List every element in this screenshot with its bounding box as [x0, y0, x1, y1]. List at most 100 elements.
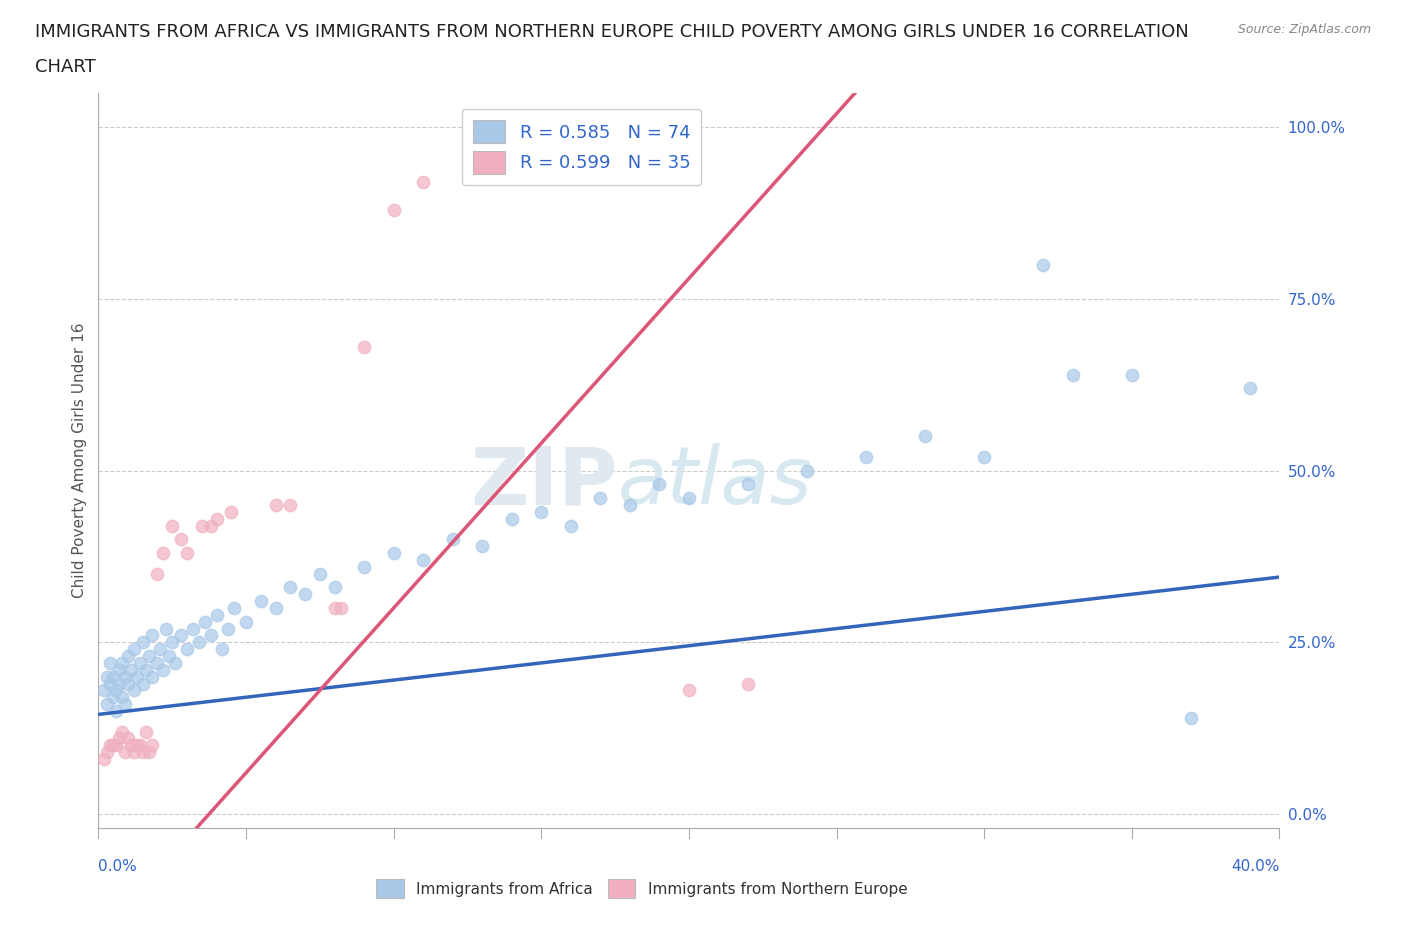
Point — [155, 621, 177, 636]
Point — [205, 512, 228, 526]
Point — [589, 491, 612, 506]
Text: 0.0%: 0.0% — [98, 858, 138, 873]
Point — [122, 683, 145, 698]
Point — [737, 676, 759, 691]
Point — [98, 676, 121, 691]
Point — [157, 648, 180, 663]
Point — [96, 745, 118, 760]
Point — [278, 580, 302, 595]
Point — [152, 546, 174, 561]
Point — [111, 724, 134, 739]
Point — [412, 552, 434, 567]
Point — [219, 504, 242, 519]
Point — [125, 737, 148, 752]
Text: Source: ZipAtlas.com: Source: ZipAtlas.com — [1237, 23, 1371, 36]
Point — [264, 601, 287, 616]
Point — [108, 731, 131, 746]
Point — [187, 635, 209, 650]
Point — [135, 724, 157, 739]
Point — [120, 662, 142, 677]
Point — [737, 477, 759, 492]
Point — [678, 683, 700, 698]
Point — [294, 587, 316, 602]
Point — [1121, 367, 1143, 382]
Point — [162, 635, 183, 650]
Point — [141, 737, 163, 752]
Point — [1180, 711, 1202, 725]
Point — [120, 737, 142, 752]
Point — [170, 628, 193, 643]
Point — [914, 429, 936, 444]
Point — [181, 621, 204, 636]
Point — [132, 745, 155, 760]
Text: 40.0%: 40.0% — [1232, 858, 1279, 873]
Point — [211, 642, 233, 657]
Point — [200, 628, 222, 643]
Point — [382, 546, 405, 561]
Point — [117, 731, 139, 746]
Point — [105, 683, 128, 698]
Point — [128, 656, 150, 671]
Point — [1062, 367, 1084, 382]
Point — [278, 498, 302, 512]
Point — [141, 628, 163, 643]
Point — [111, 656, 134, 671]
Point — [114, 670, 136, 684]
Point — [796, 463, 818, 478]
Point — [194, 615, 217, 630]
Point — [165, 656, 187, 671]
Point — [93, 751, 115, 766]
Point — [135, 662, 157, 677]
Point — [132, 635, 155, 650]
Point — [412, 175, 434, 190]
Point — [678, 491, 700, 506]
Point — [176, 642, 198, 657]
Point — [353, 559, 375, 574]
Point — [103, 690, 125, 705]
Point — [138, 745, 160, 760]
Point — [530, 504, 553, 519]
Text: atlas: atlas — [619, 444, 813, 522]
Point — [108, 676, 131, 691]
Point — [501, 512, 523, 526]
Point — [149, 642, 172, 657]
Point — [103, 737, 125, 752]
Point — [103, 670, 125, 684]
Point — [117, 676, 139, 691]
Point — [382, 203, 405, 218]
Point — [114, 745, 136, 760]
Point — [1032, 258, 1054, 272]
Text: ZIP: ZIP — [471, 444, 619, 522]
Point — [105, 737, 128, 752]
Text: IMMIGRANTS FROM AFRICA VS IMMIGRANTS FROM NORTHERN EUROPE CHILD POVERTY AMONG GI: IMMIGRANTS FROM AFRICA VS IMMIGRANTS FRO… — [35, 23, 1189, 41]
Point — [98, 737, 121, 752]
Point — [98, 656, 121, 671]
Point — [250, 593, 273, 608]
Point — [329, 601, 352, 616]
Point — [441, 532, 464, 547]
Point — [125, 670, 148, 684]
Point — [105, 703, 128, 718]
Y-axis label: Child Poverty Among Girls Under 16: Child Poverty Among Girls Under 16 — [72, 323, 87, 598]
Point — [176, 546, 198, 561]
Point — [132, 676, 155, 691]
Legend: Immigrants from Africa, Immigrants from Northern Europe: Immigrants from Africa, Immigrants from … — [370, 872, 914, 905]
Point — [855, 449, 877, 464]
Point — [224, 601, 246, 616]
Point — [117, 648, 139, 663]
Point — [973, 449, 995, 464]
Point — [1239, 380, 1261, 395]
Point — [560, 518, 582, 533]
Point — [170, 532, 193, 547]
Point — [138, 648, 160, 663]
Point — [96, 697, 118, 711]
Point — [128, 737, 150, 752]
Point — [114, 697, 136, 711]
Point — [146, 656, 169, 671]
Point — [323, 601, 346, 616]
Point — [323, 580, 346, 595]
Point — [235, 615, 257, 630]
Point — [122, 745, 145, 760]
Point — [111, 690, 134, 705]
Point — [619, 498, 641, 512]
